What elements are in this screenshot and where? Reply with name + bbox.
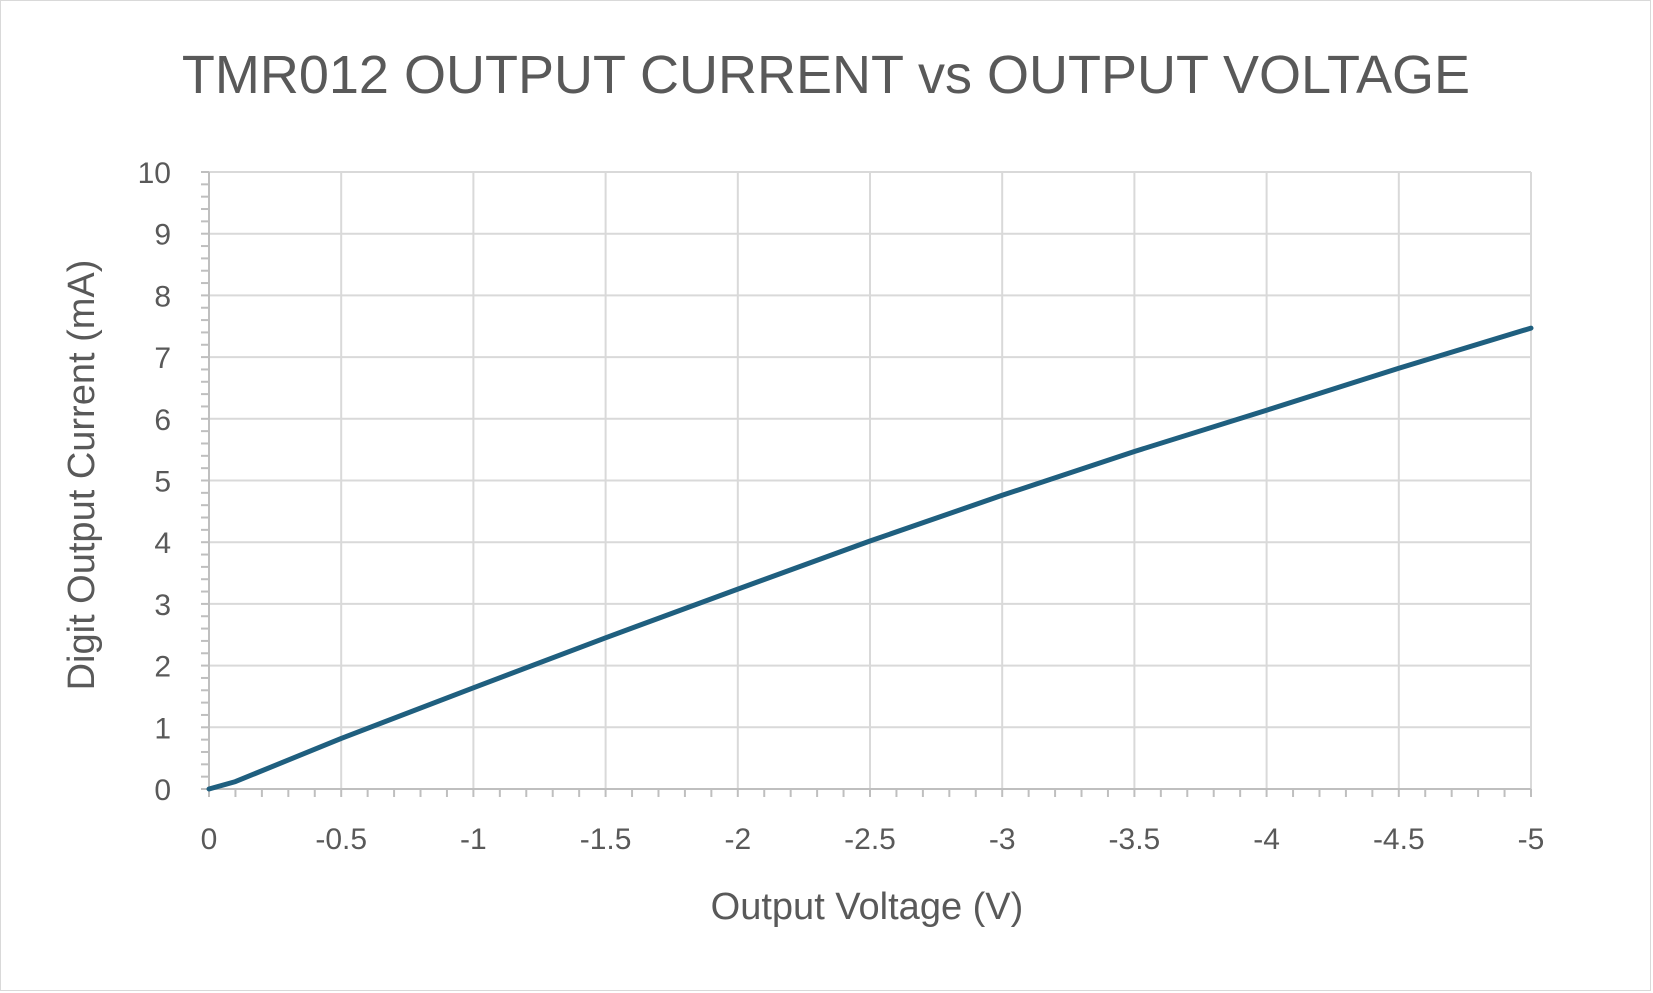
x-tick-label: 0 <box>201 823 218 856</box>
y-tick-label: 9 <box>154 219 171 252</box>
y-tick-label: 3 <box>154 589 171 622</box>
y-tick-label: 6 <box>154 404 171 437</box>
x-tick-label: -3.5 <box>1109 823 1161 856</box>
y-tick-label: 5 <box>154 466 171 499</box>
x-tick-label: -2 <box>724 823 751 856</box>
y-tick-label: 7 <box>154 342 171 375</box>
y-tick-label: 1 <box>154 712 171 745</box>
x-tick-label: -3 <box>989 823 1016 856</box>
x-tick-label: -1 <box>460 823 487 856</box>
x-tick-label: -2.5 <box>844 823 896 856</box>
x-tick-label: -5 <box>1518 823 1545 856</box>
y-tick-label: 8 <box>154 280 171 313</box>
y-tick-label: 10 <box>138 157 171 190</box>
label-layer: TMR012 OUTPUT CURRENT vs OUTPUT VOLTAGE … <box>61 45 1544 928</box>
series-layer <box>206 325 1534 792</box>
chart-title: TMR012 OUTPUT CURRENT vs OUTPUT VOLTAGE <box>182 45 1470 105</box>
x-tick-label: -1.5 <box>580 823 632 856</box>
x-tick-label: -4.5 <box>1373 823 1425 856</box>
y-tick-label: 2 <box>154 651 171 684</box>
series-line <box>206 325 1534 792</box>
y-tick-label: 4 <box>154 527 171 560</box>
x-tick-label: -4 <box>1253 823 1280 856</box>
axis-layer <box>201 171 1532 797</box>
y-tick-label: 0 <box>154 774 171 807</box>
x-tick-label: -0.5 <box>315 823 367 856</box>
y-axis-title: Digit Output Current (mA) <box>61 260 103 691</box>
x-axis-title: Output Voltage (V) <box>711 886 1024 928</box>
grid-layer <box>208 171 1532 790</box>
